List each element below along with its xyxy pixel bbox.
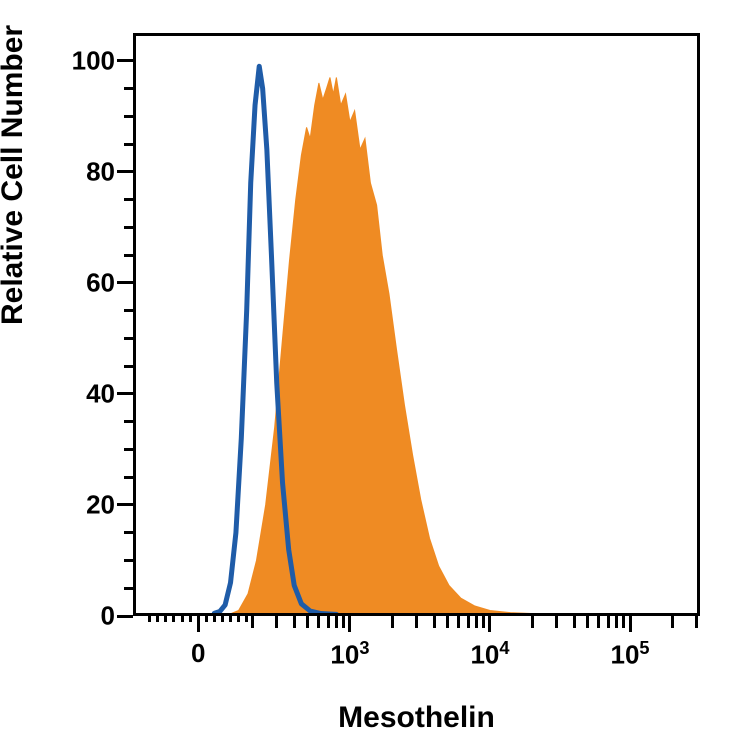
x-tick-minor: [415, 616, 418, 628]
x-tick-minor: [293, 616, 296, 628]
x-tick-tiny: [221, 616, 224, 622]
y-tick-major: [117, 392, 133, 395]
x-tick-label: 103: [330, 638, 369, 671]
y-tick-minor: [124, 226, 133, 229]
x-tick-label: 105: [610, 638, 649, 671]
y-tick-label: 60: [86, 267, 115, 298]
y-tick-minor: [124, 448, 133, 451]
y-tick-major: [117, 615, 133, 618]
x-tick-minor: [607, 616, 610, 628]
x-tick-label: 104: [470, 638, 509, 671]
x-tick-minor: [622, 616, 625, 628]
x-tick-minor: [467, 616, 470, 628]
x-tick-minor: [482, 616, 485, 628]
y-tick-minor: [124, 531, 133, 534]
x-tick-major: [629, 616, 632, 632]
x-tick-minor: [446, 616, 449, 628]
x-axis-title: Mesothelin: [338, 701, 495, 735]
x-tick-major: [197, 616, 200, 632]
x-tick-minor: [457, 616, 460, 628]
x-tick-major: [488, 616, 491, 632]
y-tick-minor: [124, 254, 133, 257]
x-tick-minor: [475, 616, 478, 628]
y-tick-major: [117, 59, 133, 62]
y-tick-minor: [124, 476, 133, 479]
x-tick-tiny: [148, 616, 151, 622]
x-tick-tiny: [189, 616, 192, 622]
x-tick-minor: [555, 616, 558, 628]
series-svg: [133, 33, 700, 616]
x-tick-minor: [317, 616, 320, 628]
x-tick-minor: [327, 616, 330, 628]
x-tick-minor: [306, 616, 309, 628]
x-tick-tiny: [245, 616, 248, 622]
y-tick-label: 40: [86, 378, 115, 409]
x-tick-major: [348, 616, 351, 632]
y-tick-minor: [124, 198, 133, 201]
x-tick-minor: [671, 616, 674, 628]
y-tick-label: 100: [72, 45, 115, 76]
y-tick-minor: [124, 309, 133, 312]
x-tick-minor: [615, 616, 618, 628]
y-tick-label: 20: [86, 489, 115, 520]
y-tick-minor: [124, 587, 133, 590]
y-tick-minor: [124, 143, 133, 146]
y-tick-major: [117, 503, 133, 506]
x-tick-minor: [695, 616, 698, 628]
x-tick-tiny: [205, 616, 208, 622]
x-tick-tiny: [229, 616, 232, 622]
x-tick-minor: [531, 616, 534, 628]
y-tick-label: 0: [101, 601, 115, 632]
y-tick-label: 80: [86, 156, 115, 187]
plot-area: 020406080100 0103104105 Relative Cell Nu…: [133, 33, 700, 616]
y-tick-minor: [124, 87, 133, 90]
y-tick-minor: [124, 115, 133, 118]
x-tick-tiny: [213, 616, 216, 622]
y-tick-minor: [124, 559, 133, 562]
x-tick-minor: [251, 616, 254, 628]
flow-histogram-chart: 0 20 40 60 80 100 0 103 104 105 Relative Cell Nu…: [0, 0, 744, 745]
stained-histogram: [231, 77, 582, 616]
y-tick-minor: [124, 365, 133, 368]
x-tick-minor: [391, 616, 394, 628]
x-tick-tiny: [237, 616, 240, 622]
x-tick-minor: [573, 616, 576, 628]
x-tick-minor: [586, 616, 589, 628]
x-tick-tiny: [156, 616, 159, 622]
x-tick-minor: [342, 616, 345, 628]
x-tick-minor: [275, 616, 278, 628]
y-tick-major: [117, 170, 133, 173]
x-tick-tiny: [181, 616, 184, 622]
y-tick-minor: [124, 337, 133, 340]
x-tick-minor: [597, 616, 600, 628]
x-tick-minor: [335, 616, 338, 628]
x-tick-minor: [433, 616, 436, 628]
y-tick-minor: [124, 420, 133, 423]
y-tick-major: [117, 281, 133, 284]
x-tick-label: 0: [191, 638, 205, 669]
y-axis-title: Relative Cell Number: [0, 24, 30, 324]
x-tick-tiny: [164, 616, 167, 622]
x-tick-tiny: [172, 616, 175, 622]
